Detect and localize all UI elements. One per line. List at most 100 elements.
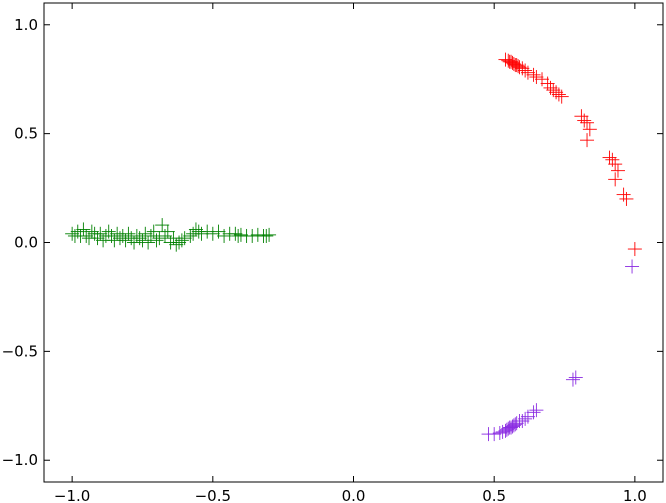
data-point-series-0 (580, 133, 595, 148)
data-point-series-0 (505, 55, 520, 70)
data-point-series-1 (217, 228, 232, 243)
y-axis: −1.0 −0.5 0.0 0.5 1.0 (2, 16, 663, 469)
data-point-series-0 (520, 65, 535, 80)
data-point-series-2 (492, 426, 507, 441)
x-tick-label: 1.0 (623, 487, 647, 503)
data-point-series-1 (211, 224, 226, 239)
data-point-series-2 (568, 370, 583, 385)
data-point-series-2 (526, 405, 541, 420)
data-point-series-0 (535, 72, 550, 87)
data-point-series-1 (146, 224, 161, 239)
data-point-series-0 (554, 89, 569, 104)
data-point-series-1 (127, 235, 142, 250)
y-tick-label: −1.0 (2, 451, 38, 469)
data-point-series-0 (602, 150, 617, 165)
data-point-series-1 (138, 226, 153, 241)
data-point-series-0 (551, 87, 566, 102)
data-point-series-0 (546, 83, 561, 98)
data-point-series-0 (605, 152, 620, 167)
data-point-series-1 (70, 224, 85, 239)
data-point-series-2 (502, 420, 517, 435)
data-point-series-1 (65, 226, 80, 241)
data-point-series-0 (518, 63, 533, 78)
data-point-series-1 (141, 235, 156, 250)
data-point-series-0 (627, 242, 642, 257)
data-point-series-1 (149, 233, 164, 248)
data-point-series-2 (509, 416, 524, 431)
data-point-series-1 (174, 233, 189, 248)
data-point-series-0 (498, 52, 513, 67)
data-point-series-1 (259, 228, 274, 243)
data-point-series-1 (132, 231, 147, 246)
x-tick-label: −0.5 (195, 487, 231, 503)
data-point-series-0 (501, 53, 516, 68)
data-point-series-0 (577, 113, 592, 128)
data-point-series-2 (625, 259, 640, 274)
data-point-series-2 (508, 417, 523, 432)
data-point-series-2 (506, 418, 521, 433)
data-point-series-0 (509, 58, 524, 73)
data-point-series-0 (511, 59, 526, 74)
data-point-series-1 (157, 228, 172, 243)
data-point-series-0 (529, 70, 544, 85)
y-tick-label: 0.5 (14, 125, 38, 143)
data-point-series-1 (172, 235, 187, 250)
data-point-series-1 (183, 228, 198, 243)
data-point-series-0 (506, 56, 521, 71)
data-point-series-2 (498, 423, 513, 438)
data-point-series-0 (610, 163, 625, 178)
data-point-series-0 (582, 122, 597, 137)
data-point-series-0 (608, 172, 623, 187)
data-point-series-0 (540, 76, 555, 91)
data-point-series-2 (520, 409, 535, 424)
data-point-series-1 (76, 222, 91, 237)
data-point-series-1 (115, 228, 130, 243)
data-point-series-2 (501, 421, 516, 436)
data-point-series-0 (504, 54, 519, 69)
x-axis: −1.0 −0.5 0.0 0.5 1.0 (54, 3, 647, 503)
data-point-series-1 (233, 227, 248, 242)
data-point-series-1 (155, 218, 170, 233)
data-point-series-1 (121, 226, 136, 241)
x-tick-label: 0.0 (342, 487, 366, 503)
data-point-series-0 (574, 109, 589, 124)
data-point-series-1 (152, 231, 167, 246)
data-point-series-1 (93, 226, 108, 241)
data-point-series-1 (101, 224, 116, 239)
data-point-series-2 (565, 372, 580, 387)
data-point-series-0 (543, 80, 558, 95)
data-point-series-0 (549, 85, 564, 100)
data-point-series-1 (160, 224, 175, 239)
data-point-series-1 (118, 233, 133, 248)
data-point-series-2 (512, 414, 527, 429)
data-point-series-0 (580, 115, 595, 130)
data-point-series-1 (79, 228, 94, 243)
y-tick-label: 0.0 (14, 234, 38, 252)
y-tick-label: 1.0 (14, 16, 38, 34)
data-point-series-1 (228, 226, 243, 241)
data-point-series-1 (129, 228, 144, 243)
y-tick-label: −0.5 (2, 342, 38, 360)
data-point-series-1 (90, 231, 105, 246)
data-point-series-2 (529, 403, 544, 418)
data-points (65, 52, 642, 442)
data-point-series-1 (177, 231, 192, 246)
data-point-series-2 (499, 422, 514, 437)
data-point-series-1 (262, 227, 277, 242)
data-point-series-0 (616, 187, 631, 202)
data-point-series-2 (495, 424, 510, 439)
data-point-series-0 (515, 61, 530, 76)
data-point-series-1 (84, 224, 99, 239)
x-tick-label: −1.0 (54, 487, 90, 503)
data-point-series-1 (169, 237, 184, 252)
x-tick-label: 0.5 (482, 487, 506, 503)
data-point-series-1 (188, 222, 203, 237)
data-point-series-0 (608, 157, 623, 172)
data-point-series-2 (481, 427, 496, 442)
data-point-series-2 (505, 419, 520, 434)
data-point-series-0 (512, 60, 527, 75)
data-point-series-1 (205, 226, 220, 241)
data-point-series-1 (135, 233, 150, 248)
data-point-series-0 (619, 191, 634, 206)
